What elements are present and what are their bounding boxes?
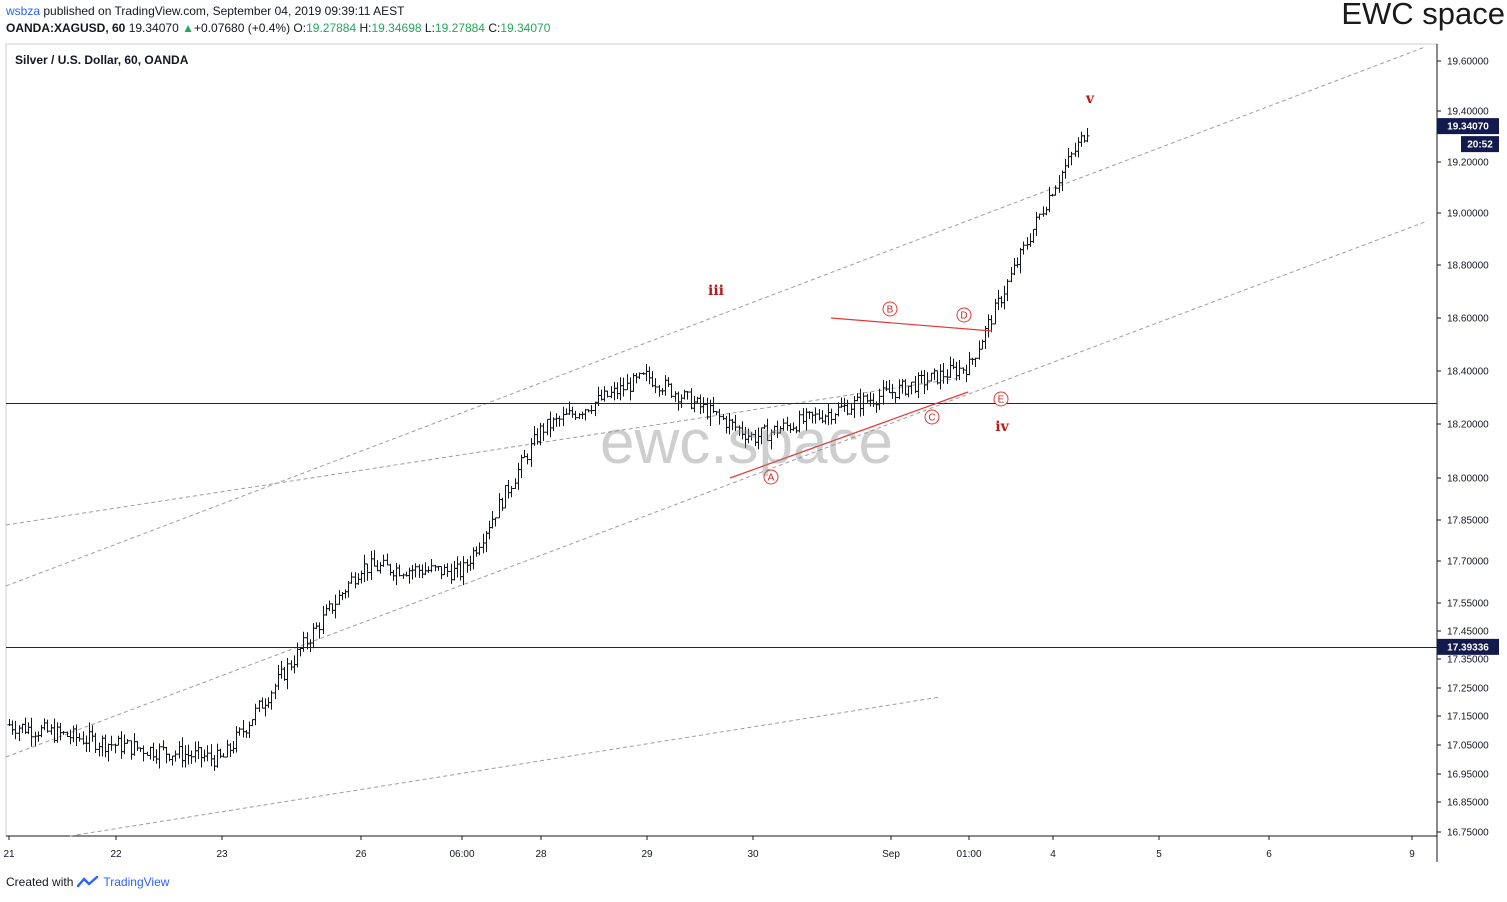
open-value: 19.27884 (306, 21, 357, 35)
watermark: ewc.space (600, 408, 893, 477)
price-badge-label: 19.34070 (1447, 122, 1489, 133)
y-tick-label: 17.05000 (1447, 741, 1489, 752)
channel-line (5, 221, 1426, 758)
high-label: H: (359, 21, 372, 35)
x-tick-label: Sep (882, 849, 900, 860)
change-arrow-icon: ▲ (182, 21, 194, 35)
price-badge (1437, 118, 1499, 135)
triangle-point-label: E (998, 395, 1005, 406)
x-tick-label: 01:00 (956, 849, 981, 860)
x-tick-label: 6 (1266, 849, 1272, 860)
price-badge (1437, 638, 1499, 655)
x-tick-label: 28 (535, 849, 547, 860)
channel-line (69, 696, 941, 837)
y-tick-label: 17.25000 (1447, 684, 1489, 695)
wave-labels: iii iv v (708, 91, 1095, 435)
open-label: O: (293, 21, 307, 35)
brand-title: EWC space (1341, 0, 1505, 31)
horizontal-levels (6, 403, 1437, 648)
ohlc-header: OANDA:XAGUSD, 60 19.34070 ▲+0.07680 (+0.… (6, 21, 550, 35)
y-tick-label: 16.85000 (1447, 798, 1489, 809)
wave-label: iv (995, 419, 1009, 435)
triangle-point-label: B (887, 305, 894, 316)
y-tick-label: 18.60000 (1447, 314, 1489, 325)
y-tick-label: 18.20000 (1447, 420, 1489, 431)
close-label: C: (488, 21, 501, 35)
ohlc-bars (7, 128, 1090, 771)
tradingview-link[interactable]: TradingView (103, 875, 170, 889)
x-tick-label: 4 (1050, 849, 1056, 860)
triangle-point-circle (956, 307, 972, 323)
triangle-point-circle (882, 301, 898, 317)
y-tick-label: 17.55000 (1447, 599, 1489, 610)
x-tick-label: 22 (110, 849, 122, 860)
y-tick-label: 17.15000 (1447, 712, 1489, 723)
y-tick-label: 16.95000 (1447, 770, 1489, 781)
x-tick-label: 29 (641, 849, 653, 860)
triangle-lower-line (729, 391, 969, 479)
close-value: 19.34070 (500, 21, 551, 35)
high-value: 19.34698 (371, 21, 422, 35)
y-tick-label: 19.20000 (1447, 158, 1489, 169)
author-link[interactable]: wsbza (6, 4, 41, 18)
y-axis-ticks: 19.60000 19.40000 19.20000 19.00000 18.80000… (1437, 57, 1489, 839)
y-tick-label: 17.35000 (1447, 655, 1489, 666)
y-tick-label: 19.40000 (1447, 107, 1489, 118)
symbol-label: OANDA:XAGUSD, 60 (6, 21, 126, 35)
y-tick-label: 17.45000 (1447, 627, 1489, 638)
price-change: +0.07680 (+0.4%) (194, 21, 291, 35)
created-with-label: Created with (6, 875, 74, 889)
chart-title: Silver / U.S. Dollar, 60, OANDA (15, 53, 189, 67)
last-price: 19.34070 (128, 21, 179, 35)
triangle-point-circle (993, 391, 1009, 407)
triangle-point-circle (924, 409, 940, 425)
publish-text: published on TradingView.com, September … (40, 4, 405, 18)
y-tick-label: 19.00000 (1447, 209, 1489, 220)
x-tick-label: 9 (1409, 849, 1415, 860)
tradingview-logo-icon (77, 876, 99, 888)
y-tick-label: 17.85000 (1447, 516, 1489, 527)
x-tick-label: 21 (3, 849, 15, 860)
y-tick-label: 18.40000 (1447, 367, 1489, 378)
price-badges: 19.34070 20:52 17.39336 (1437, 118, 1499, 655)
y-tick-label: 18.00000 (1447, 474, 1489, 485)
footer: Created with TradingView (6, 875, 169, 889)
triangle-point-label: C (928, 413, 935, 424)
x-tick-label: 30 (747, 849, 759, 860)
wave-label: v (1085, 91, 1095, 107)
y-tick-label: 19.60000 (1447, 57, 1489, 68)
channel-line (5, 46, 1426, 587)
triangle-pattern: A B C D E (729, 301, 1009, 485)
price-badge-label: 20:52 (1467, 140, 1493, 151)
triangle-point-label: A (768, 473, 775, 484)
low-label: L: (424, 21, 435, 35)
x-tick-label: 23 (216, 849, 228, 860)
channel-lines (5, 46, 1426, 837)
low-value: 19.27884 (434, 21, 485, 35)
x-tick-label: 06:00 (449, 849, 474, 860)
publish-info: wsbza published on TradingView.com, Sept… (6, 4, 404, 18)
price-badge-label: 17.39336 (1447, 642, 1489, 653)
x-tick-label: 5 (1156, 849, 1162, 860)
triangle-point-label: D (960, 311, 967, 322)
y-tick-label: 16.75000 (1447, 828, 1489, 839)
price-badge (1461, 136, 1499, 153)
x-tick-label: 26 (355, 849, 367, 860)
y-tick-label: 18.80000 (1447, 261, 1489, 272)
y-tick-label: 17.70000 (1447, 557, 1489, 568)
triangle-upper-line (830, 317, 993, 332)
x-axis-ticks: 21 22 23 26 06:00 28 29 30 Sep 01:00 4 5 6 9 (3, 836, 1415, 860)
price-chart[interactable]: A B C D E 19.60000 19.40000 19.20000 19.00000 18… (0, 0, 1507, 870)
triangle-point-circle (763, 469, 779, 485)
wave-label: iii (708, 283, 724, 299)
